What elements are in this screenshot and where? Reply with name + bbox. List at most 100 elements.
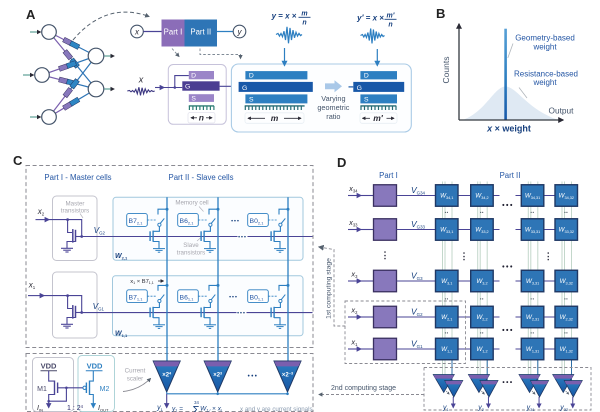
svg-text:x1: x1 [28, 281, 36, 291]
svg-text:×23: ×23 [213, 372, 222, 379]
svg-text:VG1: VG1 [93, 301, 105, 312]
svg-text:Counts: Counts [441, 57, 451, 84]
svg-text:×2−3: ×2−3 [282, 372, 293, 379]
svg-text:⋮: ⋮ [381, 250, 390, 260]
svg-text:A: A [26, 7, 36, 22]
svg-text:W1,1: W1,1 [441, 346, 452, 353]
svg-text:y1 =: y1 = [171, 406, 183, 412]
svg-text:y2: y2 [477, 405, 485, 412]
svg-text:y1: y1 [156, 405, 164, 412]
svg-text:VDD: VDD [41, 362, 57, 371]
svg-text:D: D [191, 73, 196, 80]
svg-text:D: D [249, 73, 254, 80]
svg-text:W2,2: W2,2 [476, 314, 487, 321]
svg-text:W1,32: W1,32 [560, 346, 573, 353]
svg-text:••: •• [564, 297, 568, 302]
svg-text:x1: x1 [350, 338, 358, 347]
svg-text:×24: ×24 [162, 372, 172, 379]
svg-text:m′: m′ [373, 113, 384, 123]
svg-text:1st computing stage: 1st computing stage [326, 258, 333, 319]
svg-text:•••: ••• [502, 264, 514, 271]
svg-text:M2: M2 [100, 386, 110, 393]
svg-text:•••: ••• [248, 374, 259, 380]
svg-text:B02,1: B02,1 [250, 218, 265, 225]
svg-text:••: •• [480, 297, 484, 302]
svg-text:S: S [249, 97, 254, 104]
svg-text:y1: y1 [442, 405, 450, 412]
svg-text:••: •• [480, 331, 484, 336]
svg-text:Part I: Part I [164, 27, 183, 36]
svg-text:y32: y32 [559, 405, 569, 412]
svg-text:Part I - Master cells: Part I - Master cells [44, 173, 111, 182]
svg-text:G: G [185, 84, 190, 91]
svg-text:⋮: ⋮ [544, 251, 553, 261]
svg-text:x2: x2 [37, 207, 45, 217]
svg-text:1 : 24: 1 : 24 [67, 404, 84, 412]
svg-text:n: n [388, 22, 392, 29]
svg-text:W2,1: W2,1 [115, 253, 128, 261]
svg-text:•••: ••• [238, 235, 247, 241]
svg-text:••: •• [445, 297, 449, 302]
svg-text:y′ = x ×: y′ = x × [356, 14, 384, 23]
svg-text:W34,31: W34,31 [525, 193, 540, 200]
svg-text:W1,1: W1,1 [115, 331, 128, 339]
svg-text:VDD: VDD [87, 362, 103, 371]
svg-text:•••: ••• [231, 219, 240, 225]
svg-text:x × weight: x × weight [486, 124, 531, 134]
svg-text:••: •• [564, 210, 568, 215]
svg-text:W34,1: W34,1 [440, 193, 453, 200]
svg-text:W33,32: W33,32 [559, 227, 574, 234]
svg-text:geometric: geometric [317, 103, 349, 112]
svg-text:W34,32: W34,32 [559, 193, 574, 200]
svg-text:••: •• [530, 210, 534, 215]
svg-text:x: x [134, 27, 140, 36]
svg-text:W2,32: W2,32 [560, 314, 573, 321]
svg-text:Current: Current [125, 368, 146, 375]
svg-text:Slave: Slave [183, 242, 199, 249]
svg-text:Output: Output [549, 106, 575, 116]
svg-text:M1: M1 [37, 386, 47, 393]
svg-text:B62,1: B62,1 [180, 218, 195, 225]
svg-text:B61,1: B61,1 [180, 294, 195, 301]
svg-text:Master: Master [66, 201, 85, 208]
svg-text:VG2: VG2 [94, 225, 106, 236]
svg-text:Part II: Part II [190, 27, 211, 36]
svg-text:•••: ••• [502, 203, 514, 210]
svg-text:x34: x34 [348, 184, 358, 193]
svg-text:W3,31: W3,31 [526, 278, 539, 285]
svg-text:VG2: VG2 [411, 307, 423, 318]
svg-text:VG33: VG33 [411, 219, 426, 230]
svg-text:W2,1: W2,1 [441, 314, 452, 321]
svg-text:B01,1: B01,1 [250, 294, 265, 301]
svg-text:B: B [436, 6, 445, 21]
svg-text:W1,31: W1,31 [526, 346, 539, 353]
svg-text:VG1: VG1 [411, 339, 423, 350]
svg-text:y = x ×: y = x × [271, 12, 297, 21]
svg-text:C: C [13, 153, 23, 168]
svg-text:G: G [357, 85, 362, 92]
svg-text:IOUT: IOUT [98, 405, 109, 412]
svg-text:W3,1: W3,1 [441, 278, 452, 285]
svg-text:B72,1: B72,1 [129, 218, 144, 225]
svg-text:x: x [138, 75, 144, 85]
svg-text:m: m [271, 113, 279, 123]
svg-text:D: D [337, 155, 346, 170]
svg-text:Σ: Σ [193, 405, 200, 412]
svg-text:m′: m′ [387, 12, 395, 19]
svg-text:m: m [301, 10, 307, 17]
svg-text:x and y are current signals: x and y are current signals [240, 406, 313, 412]
svg-text:W1,i × xi: W1,i × xi [200, 406, 222, 412]
svg-text:•••: ••• [502, 379, 513, 386]
svg-text:scaler: scaler [127, 376, 144, 383]
svg-text:n: n [199, 113, 204, 123]
svg-text:Memory cell: Memory cell [175, 200, 208, 207]
svg-text:W34,2: W34,2 [475, 193, 488, 200]
svg-text:••: •• [564, 331, 568, 336]
svg-text:weight: weight [532, 43, 557, 52]
svg-text:weight: weight [532, 78, 557, 87]
svg-text:W33,1: W33,1 [440, 227, 453, 234]
svg-text:IIN: IIN [37, 405, 43, 412]
svg-text:Varying: Varying [321, 94, 345, 103]
svg-text:W2,31: W2,31 [526, 314, 539, 321]
svg-text:S: S [364, 97, 369, 104]
